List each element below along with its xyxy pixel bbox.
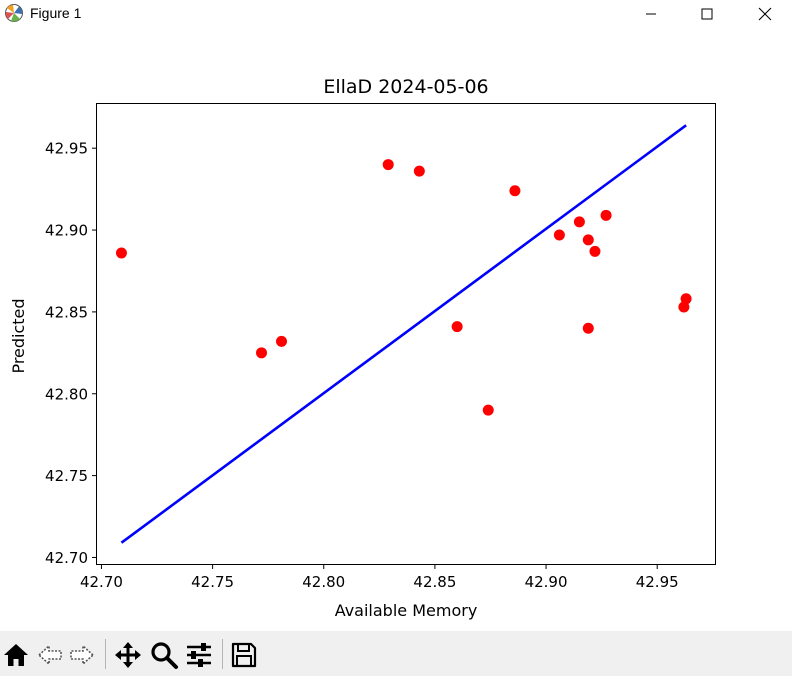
scatter-point [382, 159, 394, 171]
axes-frame [96, 103, 716, 565]
window-title: Figure 1 [30, 5, 82, 21]
figure-canvas[interactable]: EllaD 2024-05-06 42.70 42.75 42.80 42.85 42.… [0, 28, 792, 631]
home-icon [4, 644, 28, 666]
configure-subplots-icon [187, 643, 211, 667]
chart-title: EllaD 2024-05-06 [323, 76, 488, 98]
zoom-button[interactable] [148, 639, 180, 671]
navigation-toolbar [0, 631, 792, 676]
forward-arrow-icon [70, 644, 95, 666]
y-tick-label: 42.90 [45, 222, 88, 240]
minimize-button[interactable] [622, 0, 680, 28]
maximize-button[interactable] [678, 0, 736, 28]
scatter-point [256, 347, 268, 359]
y-tick-label: 42.95 [45, 140, 88, 158]
fit-line [120, 124, 687, 544]
scatter-point [680, 293, 692, 305]
y-tick-label: 42.75 [45, 467, 88, 485]
scatter-chart: EllaD 2024-05-06 42.70 42.75 42.80 42.85 42.… [9, 76, 716, 620]
x-tick-label: 42.70 [80, 573, 123, 591]
x-axis-label: Available Memory [335, 601, 478, 620]
title-bar[interactable]: Figure 1 [0, 0, 792, 28]
scatter-point [482, 404, 494, 416]
scatter-point [600, 209, 612, 221]
close-button[interactable] [736, 0, 792, 28]
y-axis-label: Predicted [9, 298, 28, 373]
back-arrow-icon [37, 644, 62, 666]
toolbar-separator [222, 639, 223, 669]
y-tick-label: 42.85 [45, 303, 88, 321]
forward-button[interactable] [66, 639, 98, 671]
pan-icon [115, 642, 141, 668]
scatter-point [276, 335, 288, 347]
save-button[interactable] [228, 639, 260, 671]
x-tick-label: 42.85 [413, 573, 456, 591]
minimize-icon [646, 13, 656, 15]
save-icon [231, 642, 257, 668]
matplotlib-app-icon [5, 4, 23, 22]
scatter-point [115, 247, 127, 259]
close-icon [758, 7, 772, 21]
maximize-icon [701, 8, 713, 20]
x-tick-label: 42.95 [636, 573, 679, 591]
scatter-point [509, 185, 521, 197]
x-tick-label: 42.80 [302, 573, 345, 591]
scatter-point [582, 322, 594, 334]
configure-subplots-button[interactable] [183, 639, 215, 671]
scatter-point [589, 245, 601, 257]
back-button[interactable] [34, 639, 66, 671]
scatter-point [413, 165, 425, 177]
x-tick-label: 42.90 [525, 573, 568, 591]
zoom-icon [151, 642, 178, 669]
pan-button[interactable] [112, 639, 144, 671]
y-tick-label: 42.80 [45, 385, 88, 403]
scatter-point [553, 229, 565, 241]
x-tick-label: 42.75 [191, 573, 234, 591]
scatter-point [451, 321, 463, 333]
y-tick-label: 42.70 [45, 549, 88, 567]
home-button[interactable] [0, 639, 32, 671]
toolbar-separator [105, 639, 106, 669]
scatter-point [582, 234, 594, 246]
scatter-point [573, 216, 585, 228]
